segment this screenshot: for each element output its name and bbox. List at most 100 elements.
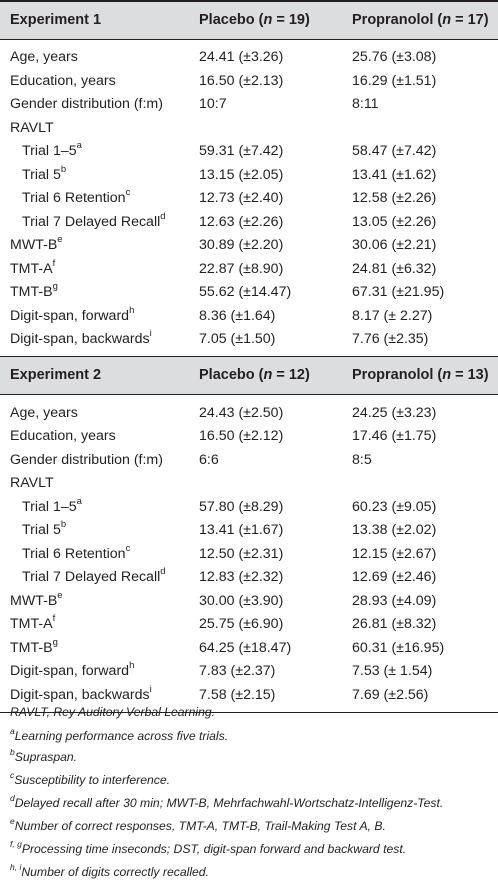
row-label: Trial 1–5a <box>22 495 82 515</box>
propranolol-value: 7.76 (±2.35) <box>352 331 429 348</box>
table-row: Education, years 16.50 (±2.12) 17.46 (±1.7… <box>0 425 498 449</box>
row-label: Gender distribution (f:m) <box>10 96 163 113</box>
footnote: aLearning performance across five trials… <box>10 725 229 743</box>
propranolol-value: 12.58 (±2.26) <box>352 190 437 207</box>
propranolol-value: 24.25 (±3.23) <box>352 404 437 421</box>
table-row: Digit-span, forwardh 8.36 (±1.64) 8.17 (± … <box>0 304 498 328</box>
row-label: Trial 5b <box>22 519 67 539</box>
row-label: Digit-span, backwardsi <box>10 328 152 348</box>
placebo-value: 64.25 (±18.47) <box>199 639 292 656</box>
propranolol-value: 28.93 (±4.09) <box>352 592 437 609</box>
placebo-value: 13.15 (±2.05) <box>199 166 284 183</box>
placebo-value: 16.50 (±2.13) <box>199 72 284 89</box>
row-label: MWT-Be <box>10 589 63 609</box>
placebo-value: 24.43 (±2.50) <box>199 404 284 421</box>
footnote: h, iNumber of digits correctly recalled. <box>10 861 209 879</box>
table-row: RAVLT <box>0 472 498 496</box>
table-row: Gender distribution (f:m) 10:7 8:11 <box>0 93 498 117</box>
footnote: eNumber of correct responses, TMT-A, TMT… <box>10 815 386 833</box>
placebo-value: 7.05 (±1.50) <box>199 331 276 348</box>
table-row: Trial 6 Retentionc 12.50 (±2.31) 12.15 (±2… <box>0 542 498 566</box>
propranolol-value: 26.81 (±8.32) <box>352 616 437 633</box>
row-label: Education, years <box>10 72 116 89</box>
propranolol-value: 16.29 (±1.51) <box>352 72 437 89</box>
placebo-value: 55.62 (±14.47) <box>199 284 292 301</box>
propranolol-value: 13.05 (±2.26) <box>352 213 437 230</box>
footnote: cSusceptibility to interference. <box>10 769 171 787</box>
table-row: Age, years 24.41 (±3.26) 25.76 (±3.08) <box>0 46 498 70</box>
table-row: RAVLT <box>0 116 498 140</box>
placebo-value: 59.31 (±7.42) <box>199 143 284 160</box>
table-row: Trial 5b 13.41 (±1.67) 13.38 (±2.02) <box>0 519 498 543</box>
row-label: Gender distribution (f:m) <box>10 451 163 468</box>
propranolol-value: 7.53 (± 1.54) <box>352 663 433 680</box>
footnote: f, gProcessing time inseconds; DST, digi… <box>10 838 407 856</box>
table-rule <box>0 394 498 395</box>
row-label: Age, years <box>10 49 78 66</box>
table-row: Digit-span, forwardh 7.83 (±2.37) 7.53 (± … <box>0 660 498 684</box>
table-row: Digit-span, backwardsi 7.58 (±2.15) 7.69 (… <box>0 683 498 707</box>
row-label: Trial 7 Delayed Recalld <box>22 566 166 586</box>
placebo-value: 6:6 <box>199 451 219 468</box>
table-row: Digit-span, backwardsi 7.05 (±1.50) 7.76 (… <box>0 328 498 352</box>
row-label: RAVLT <box>10 119 54 136</box>
placebo-value: 10:7 <box>199 96 227 113</box>
table-row: TMT-Af 25.75 (±6.90) 26.81 (±8.32) <box>0 613 498 637</box>
row-label: Trial 7 Delayed Recalld <box>22 210 166 230</box>
row-label: Trial 5b <box>22 163 67 183</box>
row-label: Age, years <box>10 404 78 421</box>
row-label: Trial 6 Retentionc <box>22 187 131 207</box>
row-label: TMT-Bg <box>10 636 58 656</box>
row-label: Trial 1–5a <box>22 140 82 160</box>
propranolol-value: 12.15 (±2.67) <box>352 545 437 562</box>
placebo-value: 25.75 (±6.90) <box>199 616 284 633</box>
propranolol-value: 25.76 (±3.08) <box>352 49 437 66</box>
table-row: TMT-Af 22.87 (±8.90) 24.81 (±6.32) <box>0 257 498 281</box>
experiment-header: Experiment 1 Placebo (n = 19) Propranolol … <box>0 1 498 39</box>
propranolol-column-header: Propranolol (n = 17) <box>352 11 489 28</box>
placebo-value: 57.80 (±8.29) <box>199 498 284 515</box>
table-row: MWT-Be 30.00 (±3.90) 28.93 (±4.09) <box>0 589 498 613</box>
row-label: RAVLT <box>10 475 54 492</box>
propranolol-value: 8:11 <box>352 96 379 113</box>
row-label: Digit-span, forwardh <box>10 304 135 324</box>
table-rule <box>0 356 498 357</box>
propranolol-value: 13.41 (±1.62) <box>352 166 437 183</box>
table-row: MWT-Be 30.89 (±2.20) 30.06 (±2.21) <box>0 234 498 258</box>
propranolol-value: 24.81 (±6.32) <box>352 260 437 277</box>
results-table: Experiment 1 Placebo (n = 19) Propranolol … <box>0 0 498 713</box>
propranolol-value: 17.46 (±1.75) <box>352 428 437 445</box>
table-row: TMT-Bg 64.25 (±18.47) 60.31 (±16.95) <box>0 636 498 660</box>
row-label: MWT-Be <box>10 234 63 254</box>
table-rule <box>0 38 498 40</box>
propranolol-value: 30.06 (±2.21) <box>352 237 437 254</box>
table-row: TMT-Bg 55.62 (±14.47) 67.31 (±21.95) <box>0 281 498 305</box>
table-row: Trial 1–5a 59.31 (±7.42) 58.47 (±7.42) <box>0 140 498 164</box>
placebo-column-header: Placebo (n = 12) <box>199 367 310 384</box>
propranolol-value: 12.69 (±2.46) <box>352 569 437 586</box>
table-row: Education, years 16.50 (±2.13) 16.29 (±1.5… <box>0 69 498 93</box>
placebo-value: 12.73 (±2.40) <box>199 190 284 207</box>
placebo-value: 30.00 (±3.90) <box>199 592 284 609</box>
propranolol-value: 60.31 (±16.95) <box>352 639 445 656</box>
table-row: Age, years 24.43 (±2.50) 24.25 (±3.23) <box>0 401 498 425</box>
footnote: dDelayed recall after 30 min; MWT-B, Meh… <box>10 792 444 810</box>
propranolol-value: 7.69 (±2.56) <box>352 686 429 703</box>
row-label: Education, years <box>10 428 116 445</box>
placebo-value: 30.89 (±2.20) <box>199 237 284 254</box>
row-label: TMT-Bg <box>10 281 58 301</box>
experiment-title: Experiment 1 <box>10 11 102 28</box>
propranolol-value: 58.47 (±7.42) <box>352 143 437 160</box>
table-row: Gender distribution (f:m) 6:6 8:5 <box>0 448 498 472</box>
row-label: Digit-span, forwardh <box>10 660 135 680</box>
table-rule <box>0 0 498 2</box>
row-label: Trial 6 Retentionc <box>22 542 131 562</box>
row-label: Digit-span, backwardsi <box>10 683 152 703</box>
propranolol-column-header: Propranolol (n = 13) <box>352 367 489 384</box>
table-row: Trial 7 Delayed Recalld 12.83 (±2.32) 12.6… <box>0 566 498 590</box>
propranolol-value: 13.38 (±2.02) <box>352 522 437 539</box>
row-label: TMT-Af <box>10 257 56 277</box>
experiment-header: Experiment 2 Placebo (n = 12) Propranolol … <box>0 357 498 394</box>
placebo-value: 12.83 (±2.32) <box>199 569 284 586</box>
